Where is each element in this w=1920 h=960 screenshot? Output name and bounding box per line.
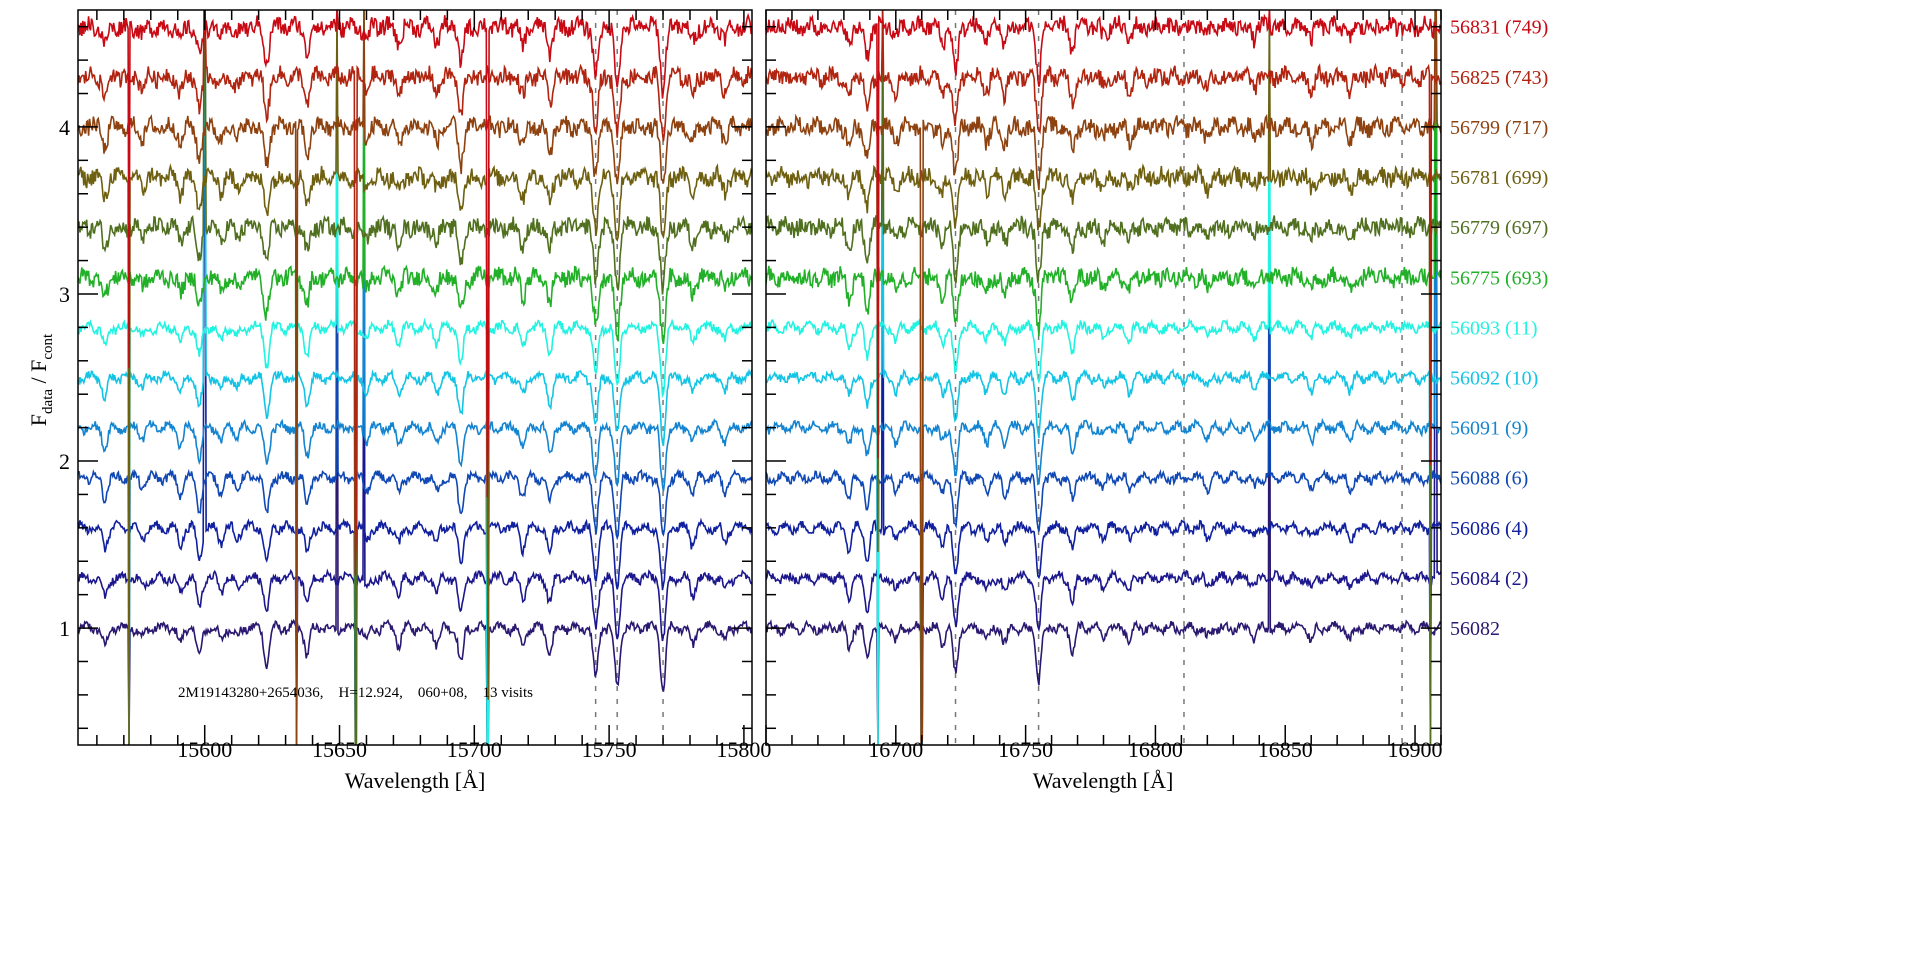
spectrum-line-56091	[78, 10, 752, 745]
spectrum-line-56088	[78, 89, 752, 745]
spectrum-line-56799	[78, 10, 752, 745]
spectrum-line-56086	[78, 10, 752, 745]
series-label: 56093 (11)	[1450, 317, 1538, 339]
spectrum-line-56084	[78, 138, 752, 745]
spectrum-line-56781	[766, 10, 1441, 553]
x-axis-title-right: Wavelength [Å]	[1033, 768, 1174, 793]
series-label: 56086 (4)	[1450, 518, 1528, 540]
y-axis-title: Fdata / Fcont	[26, 333, 56, 426]
spectrum-line-56082	[78, 10, 752, 745]
spectrum-line-56779	[78, 10, 752, 745]
left-panel: 15600 15650 15700 15750 15800 1 2 3 4	[59, 9, 771, 762]
x-tick-label: 15650	[312, 737, 367, 762]
series-label: 56088 (6)	[1450, 468, 1528, 490]
spectrum-line-56092	[78, 10, 752, 745]
x-tick-label: 15600	[177, 737, 232, 762]
series-label: 56781 (699)	[1450, 167, 1548, 189]
spectrum-line-56825	[78, 10, 752, 576]
x-tick-label: 16700	[868, 737, 923, 762]
y-tick-label: 4	[59, 115, 70, 140]
x-tick-label: 16750	[998, 737, 1053, 762]
y-tick-label: 1	[59, 616, 70, 641]
y-tick-label: 2	[59, 449, 70, 474]
spectrum-line-56831	[766, 10, 1441, 459]
spectrum-line-56825	[766, 10, 1441, 466]
series-label: 56831 (749)	[1450, 17, 1548, 39]
plot-frame	[77, 9, 753, 746]
series-label: 56799 (717)	[1450, 117, 1548, 139]
series-label: 56091 (9)	[1450, 418, 1528, 440]
plot-area	[78, 10, 752, 745]
series-label: 56775 (693)	[1450, 267, 1548, 289]
plot-area	[766, 10, 1441, 745]
series-label: 56084 (2)	[1450, 568, 1528, 590]
x-tick-label: 15800	[716, 737, 771, 762]
spectrum-line-56781	[78, 10, 752, 745]
annotation-text: 2M19143280+2654036, H=12.924, 060+08, 13…	[178, 685, 533, 701]
y-tick-label: 3	[59, 282, 70, 307]
spectrum-line-56775	[78, 10, 752, 745]
right-panel: 16700 16750 16800 16850 16900	[765, 9, 1443, 762]
x-tick-label: 16900	[1388, 737, 1443, 762]
series-labels: 56082 56084 (2) 56086 (4) 56088 (6) 56091 (9…	[1450, 17, 1548, 640]
series-label: 56092 (10)	[1450, 368, 1538, 390]
series-label: 56825 (743)	[1450, 67, 1548, 89]
x-tick-label: 15750	[582, 737, 637, 762]
spectrum-line-56831	[78, 10, 752, 498]
x-tick-label: 16850	[1258, 737, 1313, 762]
series-label: 56082	[1450, 618, 1500, 640]
series-label: 56779 (697)	[1450, 217, 1548, 239]
x-axis-title-left: Wavelength [Å]	[345, 768, 486, 793]
x-tick-label: 15700	[447, 737, 502, 762]
x-tick-label: 16800	[1128, 737, 1183, 762]
spectrum-line-56093	[78, 10, 752, 745]
